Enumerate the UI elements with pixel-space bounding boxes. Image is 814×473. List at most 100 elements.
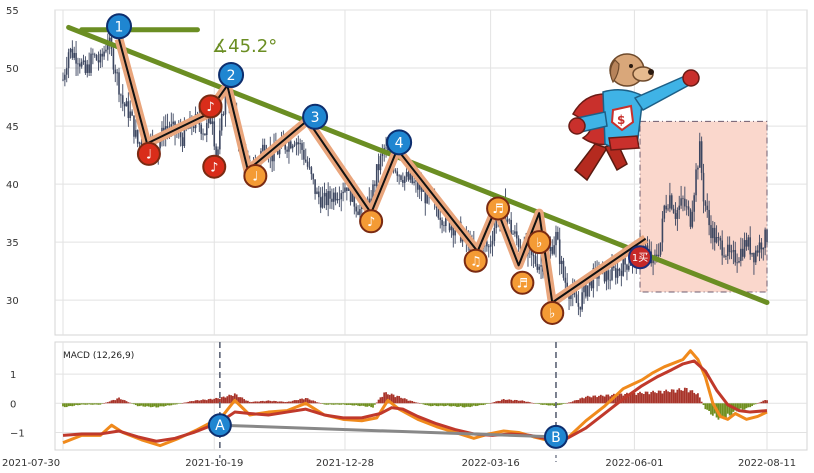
histogram-bar [127, 402, 130, 404]
histogram-bar [416, 402, 419, 404]
histogram-bar [161, 403, 163, 407]
candle-body [553, 245, 555, 254]
histogram-bar [540, 403, 542, 405]
histogram-bar [129, 402, 132, 404]
histogram-bar [359, 403, 361, 407]
histogram-bar [205, 400, 208, 404]
histogram-bar [551, 403, 554, 406]
histogram-bar [506, 399, 509, 404]
histogram-bar [250, 402, 253, 404]
histogram-bar [235, 394, 238, 404]
histogram-bar [142, 403, 145, 407]
histogram-bar [504, 399, 507, 404]
histogram-bar [444, 403, 447, 407]
histogram-bar [273, 400, 275, 404]
histogram-bar [217, 398, 219, 404]
candle-body [560, 260, 563, 265]
candle-body [657, 254, 660, 257]
histogram-bar [698, 397, 701, 404]
histogram-bar [304, 398, 307, 404]
histogram-bar [429, 403, 432, 407]
histogram-bar [144, 403, 147, 407]
histogram-bar [474, 403, 477, 407]
candle-body [758, 242, 761, 253]
histogram-bar [357, 403, 359, 406]
histogram-bar [138, 403, 141, 407]
note-marker-label: ♬ [492, 202, 504, 217]
macd-tick-label: −1 [10, 428, 25, 439]
histogram-bar [527, 401, 529, 404]
candle-body [312, 174, 315, 180]
candle-body [725, 256, 727, 257]
candle-body [515, 231, 518, 239]
candle-body [577, 302, 580, 307]
histogram-bar [726, 403, 729, 414]
histogram-bar [566, 402, 569, 404]
candle-body [73, 52, 76, 58]
histogram-bar [700, 401, 703, 404]
candle-body [213, 121, 216, 147]
candle-body [730, 251, 733, 253]
histogram-bar [508, 399, 511, 404]
wave-number-marker-circle [302, 103, 329, 130]
candle-body [411, 173, 413, 183]
histogram-bar [741, 403, 744, 410]
histogram-bar [243, 399, 246, 404]
histogram-bar [134, 403, 137, 406]
histogram-bar [108, 401, 111, 404]
histogram-bar [431, 403, 434, 407]
price-tick-label: 55 [6, 6, 19, 17]
candle-body [64, 74, 66, 80]
histogram-bar [639, 391, 641, 404]
candle-body [62, 79, 64, 81]
histogram-bar [627, 393, 630, 404]
candle-body [420, 183, 423, 192]
histogram-bar [491, 402, 494, 404]
candle-body [284, 143, 287, 150]
histogram-bar [749, 403, 752, 408]
candle-body [80, 61, 83, 67]
histogram-bar [398, 396, 401, 404]
histogram-bar [329, 403, 331, 405]
candle-body [181, 137, 184, 147]
histogram-bar [514, 399, 516, 404]
histogram-bar [435, 403, 438, 407]
candle-body [329, 191, 331, 199]
candle-body [118, 72, 120, 95]
candle-body [413, 181, 415, 183]
histogram-bar [93, 403, 96, 405]
histogram-bar [407, 400, 410, 404]
histogram-bar [745, 403, 748, 409]
histogram-bar [422, 403, 425, 405]
histogram-bar [762, 400, 765, 404]
note-marker-label: ♪ [367, 215, 375, 230]
histogram-bar [95, 403, 98, 405]
candle-body [443, 225, 445, 227]
candle-body [368, 198, 371, 204]
divergence-marker: A [207, 413, 232, 438]
candle-body [628, 265, 630, 270]
candle-body [346, 187, 348, 191]
histogram-bar [153, 403, 156, 407]
candle-body [398, 175, 400, 177]
candle-body [558, 239, 561, 265]
candle-body [603, 264, 606, 282]
candle-body [585, 284, 587, 297]
candle-body [299, 143, 301, 145]
candle-body [579, 306, 582, 310]
histogram-bar [502, 398, 505, 404]
histogram-bar [269, 400, 272, 404]
wave-number-marker: 2 [218, 62, 245, 88]
candle-body [530, 248, 533, 255]
note-marker-label: ♬ [517, 276, 529, 291]
histogram-bar [689, 390, 692, 404]
candle-body [204, 133, 206, 136]
histogram-bar [560, 403, 563, 405]
histogram-bar [439, 403, 442, 406]
histogram-bar [663, 391, 666, 404]
date-tick-label: 2022-06-01 [605, 458, 663, 469]
candle-body [79, 63, 81, 67]
macd-series-line [62, 349, 768, 448]
candle-body [616, 268, 619, 278]
candle-body [695, 169, 697, 196]
